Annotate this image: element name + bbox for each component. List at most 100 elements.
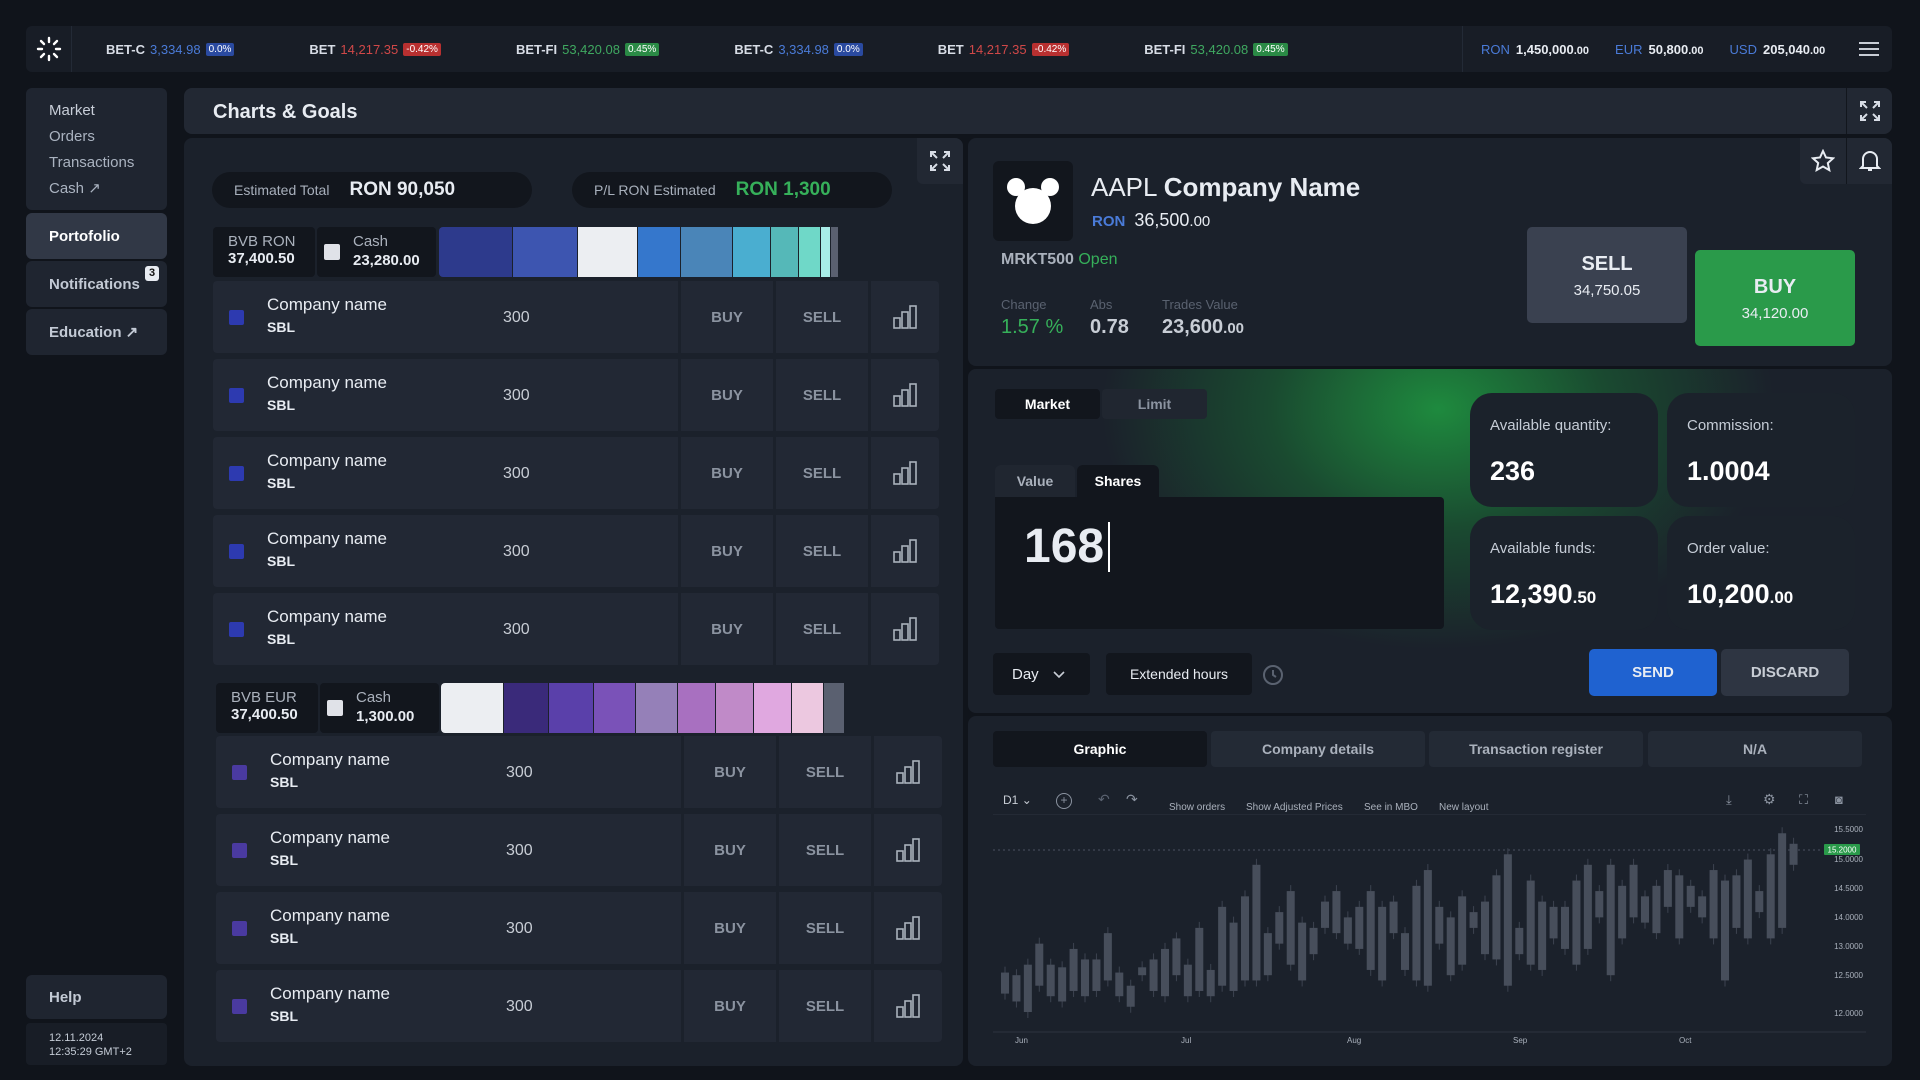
allocation-segment[interactable]	[681, 227, 733, 277]
holding-info[interactable]: Company name SBL 300	[216, 736, 681, 808]
row-sell-button[interactable]: SELL	[776, 281, 868, 353]
price-chart[interactable]: 15.5000 15.0000 14.5000 14.0000 13.0000 12.50…	[993, 814, 1866, 1059]
app-logo-icon[interactable]	[26, 26, 72, 72]
ticker-item[interactable]: BET-C 3,334.98 0.0%	[734, 42, 863, 57]
row-sell-button[interactable]: SELL	[779, 814, 871, 886]
chart-tab[interactable]: Transaction register	[1429, 731, 1643, 767]
new-layout-button[interactable]: New layout	[1439, 802, 1489, 813]
allocation-segment[interactable]	[799, 227, 821, 277]
allocation-segment[interactable]	[636, 683, 678, 733]
add-indicator-icon[interactable]: +	[1056, 793, 1072, 809]
row-buy-button[interactable]: BUY	[681, 593, 773, 665]
duration-select[interactable]: Day	[993, 653, 1090, 695]
allocation-segment[interactable]	[594, 683, 636, 733]
tab-shares[interactable]: Shares	[1077, 465, 1159, 497]
row-buy-button[interactable]: BUY	[684, 892, 776, 964]
holding-info[interactable]: Company name SBL 300	[213, 359, 678, 431]
ticker-item[interactable]: BET-FI 53,420.08 0.45%	[1144, 42, 1288, 57]
row-buy-button[interactable]: BUY	[684, 970, 776, 1042]
row-sell-button[interactable]: SELL	[776, 593, 868, 665]
allocation-segment[interactable]	[754, 683, 792, 733]
row-buy-button[interactable]: BUY	[681, 359, 773, 431]
expand-icon[interactable]	[917, 138, 963, 184]
undo-icon[interactable]: ↶	[1098, 791, 1110, 807]
chart-tab[interactable]: N/A	[1648, 731, 1862, 767]
menu-icon[interactable]	[1846, 26, 1892, 72]
bar-chart-icon[interactable]	[874, 892, 942, 964]
bar-chart-icon[interactable]	[871, 281, 939, 353]
bar-chart-icon[interactable]	[871, 437, 939, 509]
allocation-segment[interactable]	[831, 227, 839, 277]
bar-chart-icon[interactable]	[871, 515, 939, 587]
allocation-segment[interactable]	[678, 683, 716, 733]
holding-info[interactable]: Company name SBL 300	[213, 281, 678, 353]
extended-hours-toggle[interactable]: Extended hours	[1106, 653, 1252, 695]
interval-select[interactable]: D1 ⌄	[1003, 793, 1032, 807]
row-sell-button[interactable]: SELL	[776, 359, 868, 431]
holding-info[interactable]: Company name SBL 300	[213, 593, 678, 665]
fullscreen-icon[interactable]	[1846, 88, 1892, 134]
bar-chart-icon[interactable]	[874, 736, 942, 808]
ticker-item[interactable]: BET-C 3,334.98 0.0%	[106, 42, 235, 57]
allocation-segment[interactable]	[578, 227, 638, 277]
holding-info[interactable]: Company name SBL 300	[213, 515, 678, 587]
ticker-item[interactable]: BET 14,217.35 -0.42%	[938, 42, 1070, 57]
redo-icon[interactable]: ↷	[1126, 791, 1138, 807]
row-buy-button[interactable]: BUY	[681, 281, 773, 353]
row-sell-button[interactable]: SELL	[779, 892, 871, 964]
row-sell-button[interactable]: SELL	[779, 970, 871, 1042]
allocation-segment[interactable]	[513, 227, 578, 277]
allocation-segment[interactable]	[771, 227, 799, 277]
fullscreen-chart-icon[interactable]: ⛶	[1799, 792, 1809, 807]
row-sell-button[interactable]: SELL	[776, 515, 868, 587]
row-sell-button[interactable]: SELL	[776, 437, 868, 509]
row-buy-button[interactable]: BUY	[684, 736, 776, 808]
clock-icon[interactable]	[1262, 664, 1284, 691]
sidebar-item-market[interactable]: Market	[49, 102, 95, 119]
sidebar-item-transactions[interactable]: Transactions	[49, 154, 135, 171]
adjusted-prices-button[interactable]: Show Adjusted Prices	[1246, 802, 1343, 813]
holding-info[interactable]: Company name SBL 300	[216, 892, 681, 964]
ticker-item[interactable]: BET-FI 53,420.08 0.45%	[516, 42, 660, 57]
allocation-segment[interactable]	[504, 683, 549, 733]
ticker-item[interactable]: BET 14,217.35 -0.42%	[309, 42, 441, 57]
allocation-segment[interactable]	[733, 227, 771, 277]
bar-chart-icon[interactable]	[874, 970, 942, 1042]
send-button[interactable]: SEND	[1589, 649, 1717, 696]
bar-chart-icon[interactable]	[871, 359, 939, 431]
allocation-segment[interactable]	[824, 683, 845, 733]
buy-button[interactable]: BUY 34,120.00	[1695, 250, 1855, 346]
allocation-segment[interactable]	[821, 227, 831, 277]
chart-tab[interactable]: Company details	[1211, 731, 1425, 767]
allocation-segment[interactable]	[792, 683, 824, 733]
star-icon[interactable]	[1800, 138, 1846, 184]
holding-info[interactable]: Company name SBL 300	[213, 437, 678, 509]
sidebar-item-education[interactable]: Education ↗	[26, 309, 167, 355]
download-icon[interactable]: ⤓	[1726, 792, 1732, 807]
allocation-segment[interactable]	[441, 683, 504, 733]
allocation-segment[interactable]	[549, 683, 594, 733]
chart-tab[interactable]: Graphic	[993, 731, 1207, 767]
sidebar-item-orders[interactable]: Orders	[49, 128, 95, 145]
allocation-segment[interactable]	[638, 227, 681, 277]
allocation-segment[interactable]	[716, 683, 754, 733]
tab-limit[interactable]: Limit	[1102, 389, 1207, 419]
holding-info[interactable]: Company name SBL 300	[216, 970, 681, 1042]
row-buy-button[interactable]: BUY	[684, 814, 776, 886]
row-sell-button[interactable]: SELL	[779, 736, 871, 808]
sidebar-item-notifications[interactable]: Notifications 3	[26, 261, 167, 307]
bar-chart-icon[interactable]	[874, 814, 942, 886]
tab-value[interactable]: Value	[995, 465, 1075, 497]
bar-chart-icon[interactable]	[871, 593, 939, 665]
holding-info[interactable]: Company name SBL 300	[216, 814, 681, 886]
sidebar-item-cash[interactable]: Cash ↗	[26, 176, 167, 202]
quantity-input[interactable]: 168	[995, 497, 1444, 629]
gear-icon[interactable]: ⚙	[1763, 791, 1776, 807]
row-buy-button[interactable]: BUY	[681, 515, 773, 587]
camera-icon[interactable]: ◙	[1835, 792, 1843, 807]
discard-button[interactable]: DISCARD	[1721, 649, 1849, 696]
allocation-segment[interactable]	[439, 227, 513, 277]
tab-market[interactable]: Market	[995, 389, 1100, 419]
show-orders-button[interactable]: Show orders	[1169, 802, 1226, 813]
mbo-button[interactable]: See in MBO	[1364, 802, 1418, 813]
